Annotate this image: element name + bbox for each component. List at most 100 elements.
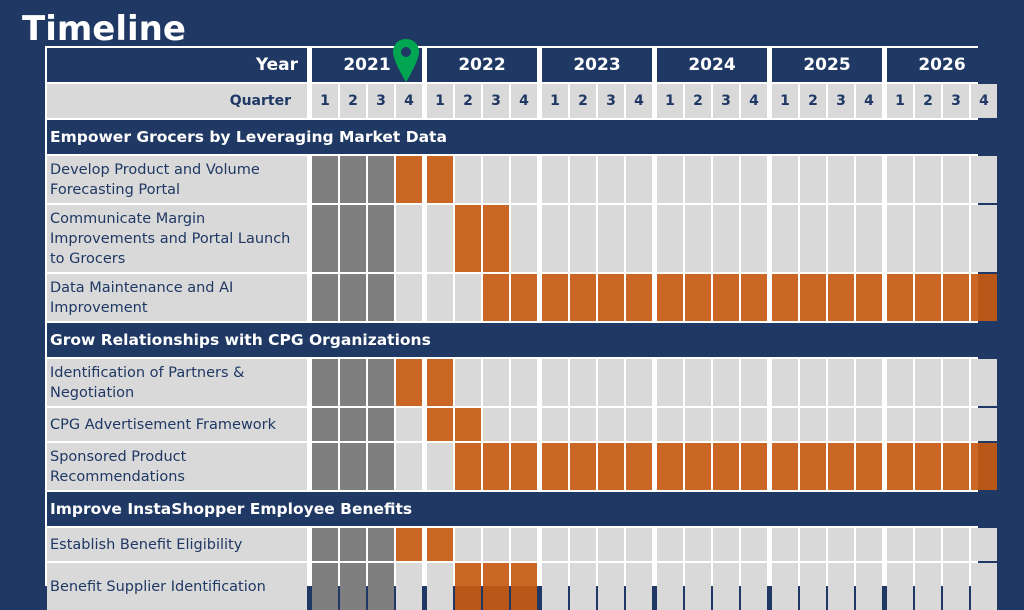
quarter-cell-completed: [340, 205, 366, 272]
quarter-cell: [800, 205, 826, 272]
task-label: Benefit Supplier Identification: [47, 563, 307, 610]
quarter-header: 1: [427, 84, 453, 118]
quarter-cell: [626, 156, 652, 203]
quarter-cell: [741, 528, 767, 561]
quarter-cell: [598, 156, 624, 203]
quarter-cell-completed: [340, 443, 366, 490]
quarter-cell: [741, 408, 767, 441]
quarter-cell: [915, 563, 941, 610]
quarter-cell-completed: [368, 563, 394, 610]
quarter-cell-completed: [368, 156, 394, 203]
quarter-cell: [598, 359, 624, 406]
quarter-cell-planned: [396, 359, 422, 406]
quarter-cell: [570, 156, 596, 203]
quarter-cell: [741, 563, 767, 610]
quarter-cell-planned: [427, 156, 453, 203]
task-label: Develop Product and Volume Forecasting P…: [47, 156, 307, 203]
quarter-header-label: Quarter: [47, 84, 307, 118]
quarter-cell: [828, 408, 854, 441]
quarter-cell-planned: [685, 443, 711, 490]
quarter-cell: [828, 528, 854, 561]
quarter-cell: [971, 528, 997, 561]
quarter-cell: [772, 205, 798, 272]
quarter-cell-completed: [312, 408, 338, 441]
quarter-cell: [856, 528, 882, 561]
quarter-cell-planned: [511, 274, 537, 321]
quarter-cell: [713, 408, 739, 441]
quarter-cell-planned: [427, 408, 453, 441]
quarter-cell-planned: [971, 443, 997, 490]
quarter-cell-planned: [542, 274, 568, 321]
year-header-2025: 2025: [772, 48, 882, 82]
quarter-cell: [741, 205, 767, 272]
quarter-cell-planned: [741, 443, 767, 490]
quarter-cell: [483, 359, 509, 406]
quarter-cell: [971, 408, 997, 441]
task-label: Communicate Margin Improvements and Port…: [47, 205, 307, 272]
page-title: Timeline: [22, 9, 186, 49]
quarter-cell: [685, 156, 711, 203]
quarter-cell-planned: [396, 156, 422, 203]
quarter-cell-planned: [828, 274, 854, 321]
quarter-cell: [570, 359, 596, 406]
quarter-cell: [685, 563, 711, 610]
quarter-cell-completed: [340, 563, 366, 610]
quarter-cell: [511, 359, 537, 406]
quarter-header: 3: [368, 84, 394, 118]
quarter-cell-planned: [455, 408, 481, 441]
timeline-table: Year 2021 2022 2023 2024 2025 2026 Quarter 1 2 3 4 1…: [45, 46, 997, 610]
quarter-cell-planned: [943, 443, 969, 490]
quarter-cell-completed: [312, 274, 338, 321]
quarter-cell-completed: [340, 156, 366, 203]
quarter-cell: [713, 528, 739, 561]
quarter-cell: [887, 528, 913, 561]
quarter-cell-planned: [713, 443, 739, 490]
quarter-cell: [542, 563, 568, 610]
quarter-cell: [713, 563, 739, 610]
quarter-cell-planned: [713, 274, 739, 321]
quarter-cell-planned: [887, 274, 913, 321]
quarter-cell: [772, 359, 798, 406]
quarter-cell: [971, 156, 997, 203]
quarter-cell-planned: [455, 205, 481, 272]
quarter-cell-planned: [483, 205, 509, 272]
task-label: Identification of Partners & Negotiation: [47, 359, 307, 406]
quarter-cell: [943, 563, 969, 610]
quarter-cell: [800, 156, 826, 203]
year-header-2024: 2024: [657, 48, 767, 82]
section-header: Improve InstaShopper Employee Benefits: [47, 492, 997, 526]
quarter-cell-planned: [483, 443, 509, 490]
quarter-header: 3: [483, 84, 509, 118]
quarter-cell-planned: [943, 274, 969, 321]
quarter-cell: [657, 359, 683, 406]
quarter-cell: [772, 528, 798, 561]
quarter-cell-completed: [368, 274, 394, 321]
quarter-cell: [943, 156, 969, 203]
quarter-cell-completed: [340, 528, 366, 561]
quarter-header: 3: [713, 84, 739, 118]
quarter-cell: [887, 563, 913, 610]
quarter-cell: [511, 156, 537, 203]
section-header: Grow Relationships with CPG Organization…: [47, 323, 997, 357]
quarter-cell-planned: [483, 274, 509, 321]
quarter-cell: [657, 563, 683, 610]
year-header-2023: 2023: [542, 48, 652, 82]
quarter-cell-planned: [887, 443, 913, 490]
quarter-cell-planned: [427, 359, 453, 406]
quarter-cell-completed: [312, 156, 338, 203]
year-header-2022: 2022: [427, 48, 537, 82]
quarter-header: 4: [856, 84, 882, 118]
quarter-header: 2: [340, 84, 366, 118]
quarter-cell: [657, 205, 683, 272]
quarter-cell: [483, 156, 509, 203]
quarter-cell: [887, 408, 913, 441]
quarter-cell-completed: [368, 205, 394, 272]
quarter-header: 2: [915, 84, 941, 118]
quarter-cell: [483, 408, 509, 441]
quarter-cell: [511, 408, 537, 441]
quarter-cell: [657, 528, 683, 561]
quarter-cell: [427, 563, 453, 610]
quarter-cell: [598, 528, 624, 561]
quarter-cell: [685, 408, 711, 441]
quarter-cell: [570, 563, 596, 610]
